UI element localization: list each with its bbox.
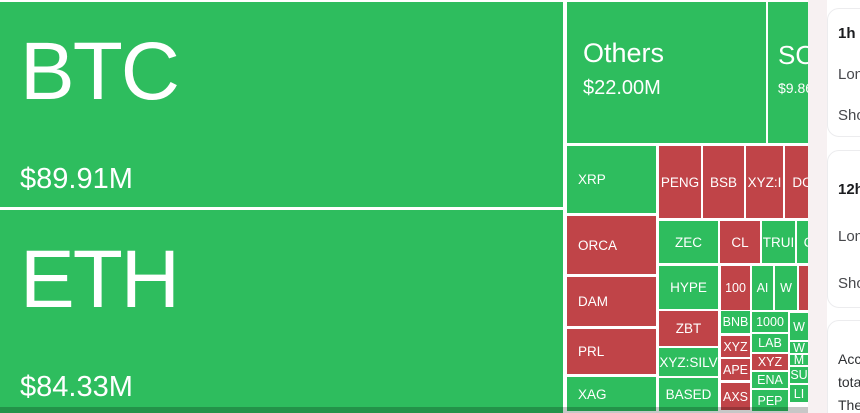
side-panel: 1h Lon Sho 12h Lon Sho Acc tota The (827, 0, 860, 413)
tile-symbol: HYPE (670, 280, 707, 295)
treemap-tile-eth[interactable]: ETH $84.33M (0, 210, 563, 413)
tile-symbol: XYZ:SILV (659, 354, 718, 370)
treemap-tile-xyz[interactable]: XYZ (721, 336, 750, 357)
stat-card-title: 12h (838, 181, 860, 198)
treemap: BTC $89.91M ETH $84.33M Others $22.00M SO $9.86… (0, 0, 808, 413)
tile-symbol: DAM (578, 294, 608, 309)
treemap-tile-xyz-i[interactable]: XYZ:I (746, 146, 783, 218)
note-line: The (838, 397, 860, 413)
tile-symbol: ENA (757, 373, 783, 387)
treemap-tile-unlabeled[interactable] (799, 266, 808, 310)
treemap-tile-do[interactable]: DO (785, 146, 808, 218)
treemap-tile-ai[interactable]: AI (752, 266, 773, 310)
tile-symbol: M (793, 355, 805, 365)
stat-card-12h[interactable]: 12h Lon Sho (827, 150, 860, 308)
tile-symbol: AI (756, 281, 769, 295)
treemap-tile-zbt[interactable]: ZBT (659, 311, 718, 346)
treemap-tile-axs[interactable]: AXS (721, 383, 750, 410)
treemap-tile-w[interactable]: W (790, 342, 808, 353)
tile-symbol: 100 (725, 281, 746, 295)
tile-symbol: SO (778, 40, 808, 70)
treemap-tile-xag[interactable]: XAG (567, 377, 656, 411)
tile-symbol: BNB (722, 315, 749, 329)
short-label: Sho (838, 275, 860, 292)
tile-symbol: XYZ:I (747, 174, 782, 190)
treemap-tile-xyz-silv[interactable]: XYZ:SILV (659, 348, 718, 376)
treemap-tile-based[interactable]: BASED (659, 378, 718, 411)
treemap-tile-ape[interactable]: APE (721, 359, 750, 380)
note-line: Acc (838, 351, 860, 367)
tile-symbol: XAG (578, 386, 607, 402)
tile-symbol: BTC (20, 26, 180, 117)
treemap-tile-trui[interactable]: TRUI (762, 221, 795, 263)
treemap-tile-m[interactable]: M (790, 355, 808, 365)
tile-symbol: XRP (578, 172, 606, 187)
tile-symbol: ZEC (675, 234, 702, 250)
tile-symbol: APE (722, 362, 748, 377)
tile-symbol: CL (731, 234, 749, 250)
tile-symbol: PEP (757, 393, 783, 408)
tile-symbol: Others (583, 38, 665, 68)
tile-symbol: BSB (709, 174, 737, 190)
tile-value: $89.91M (20, 163, 133, 195)
tile-symbol: ZBT (675, 321, 702, 336)
treemap-tile-cl[interactable]: CL (720, 221, 760, 263)
treemap-tile-w[interactable]: W (790, 313, 808, 340)
treemap-tile-lab[interactable]: LAB (752, 334, 788, 352)
tile-symbol: ETH (20, 234, 180, 325)
treemap-tile-prl[interactable]: PRL (567, 329, 656, 374)
tile-value: $84.33M (20, 371, 133, 403)
tile-symbol: 1000 (756, 315, 784, 329)
stat-card-title: 1h (838, 25, 856, 42)
tile-symbol: W (780, 281, 792, 295)
treemap-tile-ena[interactable]: ENA (752, 372, 788, 388)
tile-symbol: W (793, 342, 805, 353)
tile-symbol: SU (790, 368, 808, 382)
tile-symbol: PENG (660, 174, 700, 190)
treemap-tile-orca[interactable]: ORCA (567, 216, 656, 274)
stat-card-1h[interactable]: 1h Lon Sho (827, 8, 860, 137)
treemap-tile-zec[interactable]: ZEC (659, 221, 718, 263)
tile-symbol: ORCA (578, 237, 618, 253)
tile-symbol: AXS (722, 389, 748, 404)
treemap-tile-1000[interactable]: 1000 (752, 312, 788, 332)
treemap-tile-w[interactable]: W (775, 266, 797, 310)
treemap-tile-xrp[interactable]: XRP (567, 146, 656, 213)
tile-value: $22.00M (583, 77, 661, 99)
treemap-tile-so[interactable]: SO $9.86 (768, 2, 808, 143)
treemap-tile-dam[interactable]: DAM (567, 277, 656, 326)
tile-symbol: LI (793, 386, 805, 401)
tile-symbol: W (793, 319, 805, 334)
note-line: tota (838, 374, 860, 390)
treemap-tile-bnb[interactable]: BNB (721, 311, 750, 333)
tile-symbol: XYZ (757, 355, 783, 369)
panel-gutter (808, 0, 827, 413)
treemap-tile-su[interactable]: SU (790, 367, 808, 383)
treemap-tile-c[interactable]: C (797, 221, 808, 263)
tile-symbol: XYZ (723, 339, 748, 354)
tile-symbol: C (804, 235, 808, 250)
tile-symbol: DO (792, 174, 808, 190)
treemap-tile-hype[interactable]: HYPE (659, 266, 718, 309)
tile-symbol: BASED (665, 387, 712, 402)
treemap-tile-btc[interactable]: BTC $89.91M (0, 2, 563, 207)
treemap-tile-peng[interactable]: PENG (659, 146, 701, 218)
treemap-tile-li[interactable]: LI (790, 385, 808, 402)
tile-symbol: LAB (758, 336, 782, 350)
long-label: Lon (838, 66, 860, 83)
treemap-tile-100[interactable]: 100 (721, 266, 750, 310)
long-label: Lon (838, 228, 860, 245)
treemap-tile-bsb[interactable]: BSB (703, 146, 744, 218)
treemap-tile-pep[interactable]: PEP (752, 390, 788, 411)
short-label: Sho (838, 107, 860, 124)
tile-value: $9.86 (778, 80, 808, 96)
note-card: Acc tota The (827, 320, 860, 413)
treemap-tile-xyz[interactable]: XYZ (752, 354, 788, 370)
treemap-tile-others[interactable]: Others $22.00M (567, 2, 766, 143)
tile-symbol: PRL (578, 344, 605, 359)
tile-symbol: TRUI (762, 234, 795, 250)
